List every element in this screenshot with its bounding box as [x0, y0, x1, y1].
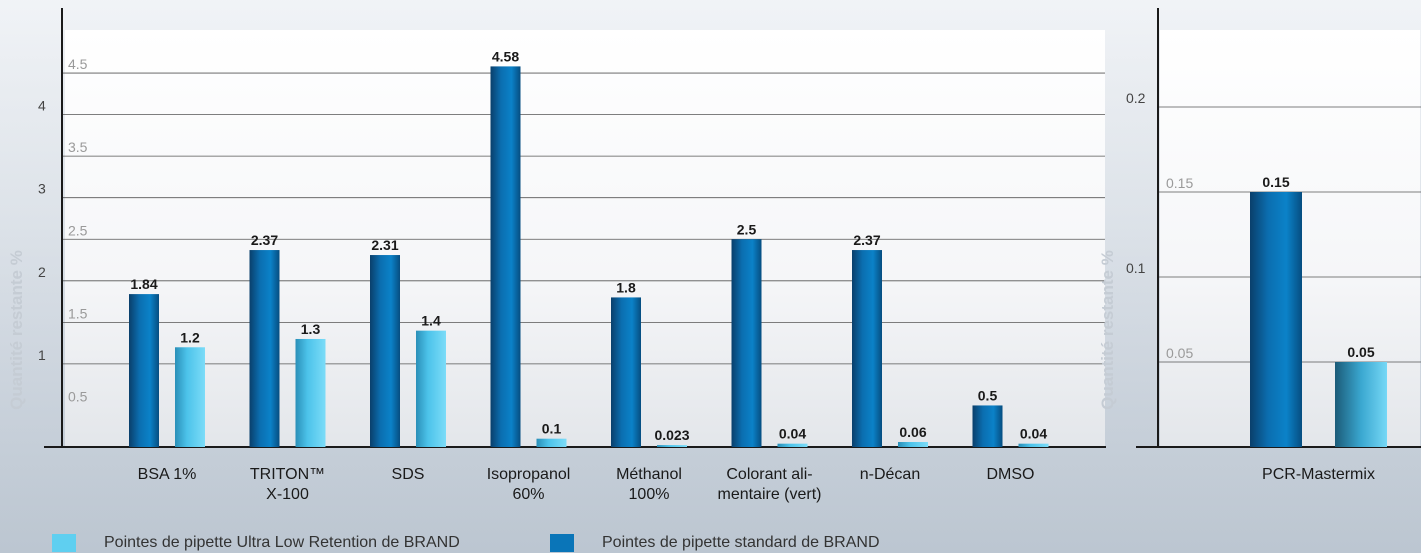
bar-ultra-low-retention	[1335, 362, 1387, 447]
bar-ultra-low-retention	[536, 438, 567, 447]
x-tick-label: X-100	[266, 486, 309, 503]
bar-ultra-low-retention	[175, 347, 205, 447]
legend-label-ulr: Pointes de pipette Ultra Low Retention d…	[104, 534, 460, 551]
y-tick-label: 3.5	[68, 139, 88, 155]
data-label: 1.3	[301, 321, 321, 337]
x-tick-label: 60%	[512, 486, 544, 503]
y-tick-label: 0.5	[68, 388, 88, 404]
data-label: 1.4	[421, 313, 441, 329]
bar-ultra-low-retention	[416, 330, 446, 447]
y-tick-label: 2	[38, 264, 46, 280]
bar-ultra-low-retention	[1018, 443, 1049, 447]
legend-swatch-standard	[550, 534, 574, 552]
legend-item-ulr: Pointes de pipette Ultra Low Retention d…	[52, 533, 460, 553]
data-label: 0.023	[654, 427, 689, 443]
y-axis-title: Quantité restante %	[1098, 250, 1117, 410]
x-tick-label: SDS	[392, 466, 425, 483]
x-tick-label: mentaire (vert)	[717, 486, 821, 503]
data-label: 1.8	[616, 279, 636, 295]
bar-ultra-low-retention	[777, 443, 808, 447]
x-tick-label: DMSO	[987, 466, 1035, 483]
y-tick-label: 4	[38, 98, 46, 114]
bar-standard	[731, 239, 762, 447]
y-axis-title: Quantité restante %	[7, 250, 26, 410]
data-label: 1.84	[130, 276, 157, 292]
data-label: 0.5	[978, 387, 998, 403]
bar-standard	[490, 66, 521, 447]
data-label: 2.5	[737, 221, 757, 237]
data-label: 4.58	[492, 48, 519, 64]
x-tick-label: PCR-Mastermix	[1262, 466, 1375, 483]
data-label: 0.04	[779, 426, 806, 442]
bar-standard	[370, 255, 400, 447]
data-label: 0.05	[1347, 344, 1374, 360]
y-tick-label: 1	[38, 347, 46, 363]
data-label: 0.1	[542, 421, 562, 437]
legend-swatch-ulr	[52, 534, 76, 552]
y-tick-label: 0.2	[1126, 90, 1146, 106]
y-tick-label: 0.05	[1166, 345, 1193, 361]
y-tick-label: 2.5	[68, 222, 88, 238]
bar-standard	[611, 297, 641, 447]
data-label: 0.06	[899, 424, 926, 440]
data-label: 0.15	[1262, 174, 1289, 190]
y-tick-label: 4.5	[68, 56, 88, 72]
bar-standard	[249, 250, 280, 447]
data-label: 1.2	[180, 329, 200, 345]
y-tick-label: 0.1	[1126, 260, 1146, 276]
y-tick-label: 3	[38, 181, 46, 197]
bar-ultra-low-retention	[898, 442, 928, 447]
bar-ultra-low-retention	[657, 445, 687, 447]
data-label: 2.37	[251, 232, 278, 248]
x-tick-label: n-Décan	[860, 466, 920, 483]
y-tick-label: 0.15	[1166, 175, 1193, 191]
x-tick-label: Isopropanol	[487, 466, 571, 483]
bar-ultra-low-retention	[295, 338, 326, 447]
legend-label-standard: Pointes de pipette standard de BRAND	[602, 534, 880, 551]
bar-standard	[972, 405, 1003, 447]
x-tick-label: 100%	[629, 486, 670, 503]
x-tick-label: Méthanol	[616, 466, 682, 483]
bar-standard	[852, 250, 882, 447]
x-tick-label: TRITON™	[250, 466, 325, 483]
data-label: 0.04	[1020, 426, 1047, 442]
x-tick-label: Colorant ali-	[726, 466, 812, 483]
data-label: 2.37	[853, 232, 880, 248]
bar-standard	[1250, 192, 1302, 447]
y-tick-label: 1.5	[68, 305, 88, 321]
x-tick-label: BSA 1%	[138, 466, 197, 483]
legend-item-standard: Pointes de pipette standard de BRAND	[550, 533, 880, 553]
data-label: 2.31	[371, 237, 398, 253]
bar-standard	[129, 294, 159, 447]
